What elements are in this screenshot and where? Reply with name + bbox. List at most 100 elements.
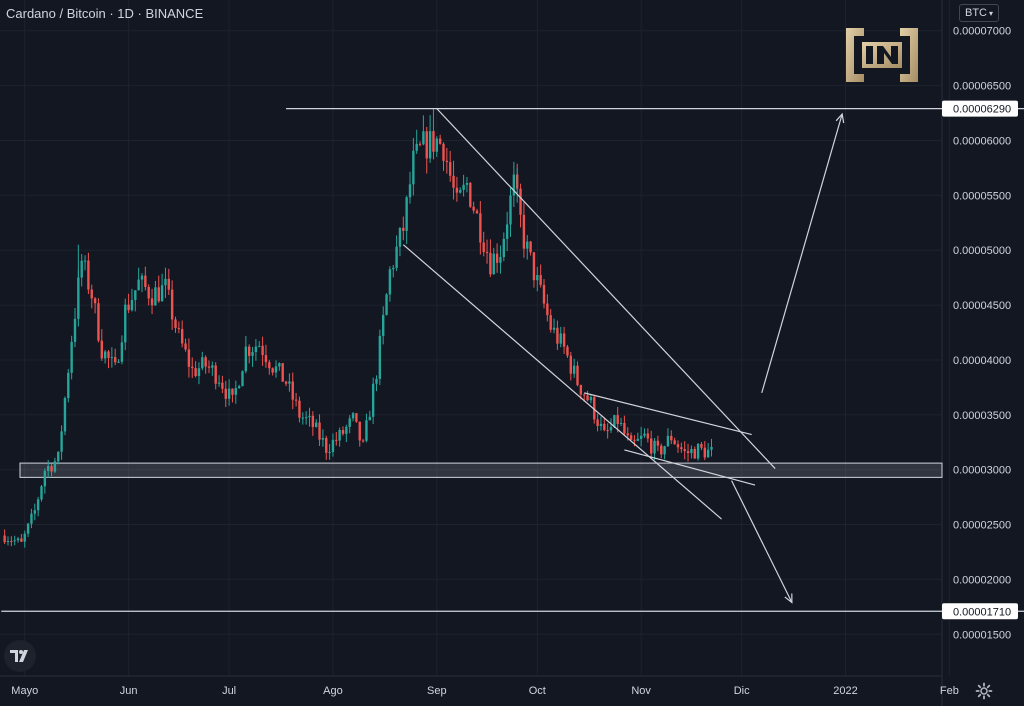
candle-body bbox=[462, 184, 465, 190]
candle-body bbox=[703, 447, 706, 458]
candle-body bbox=[271, 368, 274, 373]
x-tick-label: Jul bbox=[222, 685, 236, 697]
candle-body bbox=[191, 366, 194, 369]
candle-body bbox=[241, 371, 244, 387]
candle-body bbox=[73, 318, 77, 342]
candle-body bbox=[566, 346, 569, 356]
candle-body bbox=[579, 385, 583, 395]
candle-body bbox=[147, 286, 150, 299]
candle-body bbox=[345, 426, 348, 434]
candle-body bbox=[197, 368, 201, 377]
candle-body bbox=[639, 435, 643, 439]
candle-body bbox=[536, 275, 539, 281]
candle-body bbox=[338, 429, 341, 441]
y-tick-label: 0.00006000 bbox=[953, 135, 1011, 147]
candle-body bbox=[304, 417, 308, 419]
candle-body bbox=[187, 349, 191, 367]
candle-body bbox=[284, 381, 288, 384]
candle-body bbox=[690, 449, 693, 454]
channel-upper[interactable] bbox=[436, 108, 776, 470]
candle-body bbox=[418, 143, 422, 145]
candle-body bbox=[425, 131, 428, 159]
candle-body bbox=[237, 386, 241, 389]
x-tick-label: Oct bbox=[529, 685, 546, 697]
candle-body bbox=[207, 366, 211, 368]
tradingview-logo-icon[interactable] bbox=[4, 640, 36, 672]
bearish-arrow-head bbox=[784, 593, 793, 604]
candle-body bbox=[542, 284, 546, 304]
bullish-arrow-head bbox=[835, 112, 845, 124]
candle-body bbox=[365, 420, 368, 441]
candle-body bbox=[234, 388, 237, 395]
bearish-arrow[interactable] bbox=[731, 480, 793, 603]
candle-body bbox=[673, 440, 676, 445]
candle-body bbox=[264, 355, 268, 363]
candle-body bbox=[93, 298, 97, 304]
candle-body bbox=[90, 289, 93, 299]
candle-body bbox=[616, 415, 619, 424]
y-tick-label: 0.00003000 bbox=[953, 465, 1011, 477]
candle-body bbox=[254, 346, 258, 353]
candle-body bbox=[224, 388, 227, 399]
candle-body bbox=[562, 333, 566, 347]
candle-body bbox=[402, 227, 405, 231]
candle-body bbox=[184, 343, 187, 350]
candle-body bbox=[706, 449, 710, 458]
candle-body bbox=[549, 315, 552, 330]
candle-body bbox=[710, 446, 713, 450]
candle-body bbox=[63, 398, 67, 432]
y-tick-label: 0.00001500 bbox=[953, 629, 1011, 641]
candle-body bbox=[157, 287, 160, 302]
candle-body bbox=[696, 443, 700, 459]
candle-body bbox=[422, 131, 425, 145]
candle-body bbox=[117, 361, 120, 363]
candle-body bbox=[361, 440, 365, 442]
bullish-arrow[interactable] bbox=[761, 113, 843, 394]
candle-body bbox=[388, 269, 392, 295]
candle-body bbox=[495, 253, 499, 263]
candle-body bbox=[43, 470, 47, 487]
candle-body bbox=[23, 533, 26, 542]
candle-body bbox=[331, 439, 335, 453]
candle-body bbox=[636, 438, 639, 441]
candle-body bbox=[204, 357, 207, 367]
wedge-bottom[interactable] bbox=[624, 449, 756, 486]
candle-body bbox=[341, 429, 345, 434]
gear-icon[interactable] bbox=[975, 682, 993, 700]
candle-body bbox=[80, 260, 83, 278]
candle-body bbox=[599, 423, 603, 426]
currency-selector[interactable]: BTC ▾ bbox=[959, 4, 999, 22]
candle-body bbox=[3, 535, 6, 543]
y-tick-label: 0.00005500 bbox=[953, 190, 1011, 202]
candle-body bbox=[569, 355, 572, 374]
candle-body bbox=[676, 444, 680, 448]
candle-body bbox=[294, 399, 298, 401]
upper-target-price-label: 0.00006290 bbox=[953, 104, 1011, 116]
candle-body bbox=[288, 381, 291, 384]
candle-body bbox=[653, 440, 656, 454]
candle-body bbox=[328, 452, 331, 454]
candle-body bbox=[646, 433, 650, 439]
candle-body bbox=[120, 342, 124, 362]
candle-body bbox=[201, 357, 204, 369]
channel-lower[interactable] bbox=[402, 244, 722, 520]
candle-body bbox=[485, 251, 489, 253]
candle-body bbox=[683, 449, 686, 452]
candle-body bbox=[268, 362, 271, 369]
candle-body bbox=[87, 260, 90, 290]
candle-body bbox=[227, 388, 231, 399]
candle-body bbox=[371, 383, 375, 417]
candle-body bbox=[489, 252, 492, 275]
candle-body bbox=[150, 298, 154, 306]
candle-body bbox=[134, 290, 137, 301]
candle-body bbox=[405, 197, 408, 231]
candle-body bbox=[505, 224, 509, 239]
candle-body bbox=[686, 451, 690, 454]
wedge-top[interactable] bbox=[584, 392, 752, 436]
x-tick-label: Sep bbox=[427, 685, 447, 697]
candle-body bbox=[107, 351, 110, 358]
candle-body bbox=[261, 345, 264, 356]
candle-body bbox=[170, 289, 174, 320]
candle-body bbox=[700, 443, 703, 448]
